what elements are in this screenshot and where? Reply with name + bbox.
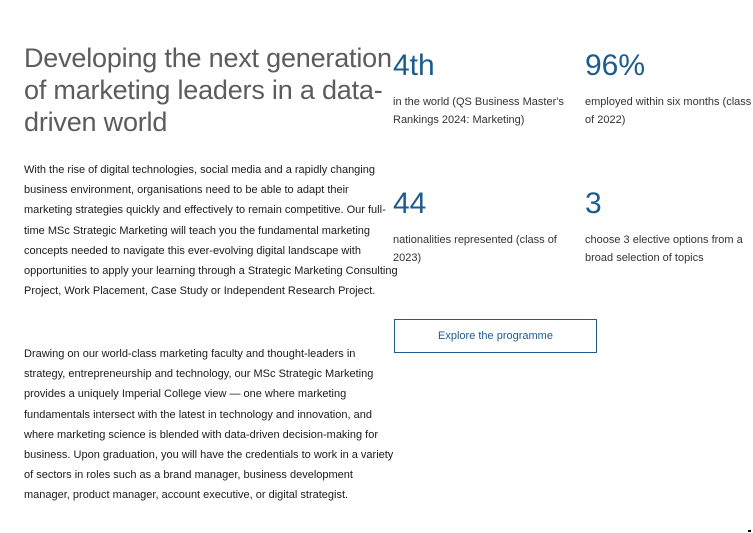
stat-value: 4th xyxy=(393,49,435,82)
corner-mark xyxy=(748,530,751,532)
page-heading: Developing the next generation of market… xyxy=(24,43,392,137)
stat-description: nationalities represented (class of 2023… xyxy=(393,234,557,264)
stat-ranking: 4th in the world (QS Business Master's R… xyxy=(393,49,568,129)
stat-nationalities: 44 nationalities represented (class of 2… xyxy=(393,187,568,267)
stat-description: employed within six months (class of 202… xyxy=(585,96,752,126)
explore-programme-button[interactable]: Explore the programme xyxy=(394,319,597,353)
stat-employment: 96% employed within six months (class of… xyxy=(585,49,753,129)
stat-description: choose 3 elective options from a broad s… xyxy=(585,234,743,264)
stat-value: 96% xyxy=(585,49,646,82)
stat-value: 3 xyxy=(585,187,602,220)
stat-description: in the world (QS Business Master's Ranki… xyxy=(393,96,564,126)
intro-paragraph: With the rise of digital technologies, s… xyxy=(24,164,398,298)
stat-electives: 3 choose 3 elective options from a broad… xyxy=(585,187,753,267)
stat-value: 44 xyxy=(393,187,427,220)
faculty-paragraph: Drawing on our world-class marketing fac… xyxy=(24,348,394,502)
